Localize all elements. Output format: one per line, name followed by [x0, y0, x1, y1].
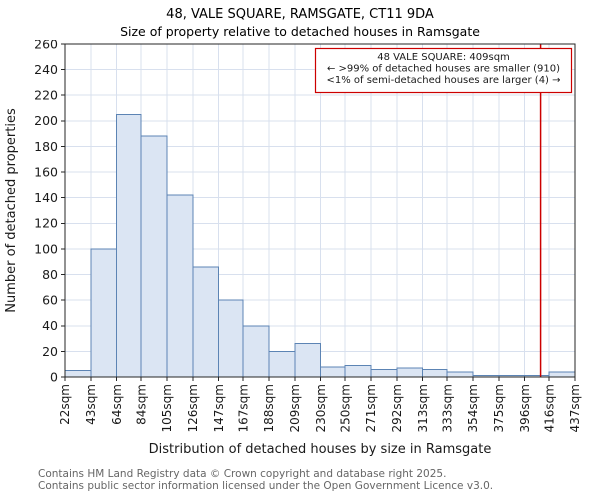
histogram-bar	[218, 299, 244, 378]
histogram-bar	[64, 370, 92, 378]
histogram-bar	[166, 194, 194, 378]
y-tick-label: 60	[42, 293, 58, 308]
histogram-bar	[370, 368, 398, 378]
y-tick-label: 260	[34, 40, 58, 51]
histogram-bar	[116, 113, 142, 378]
histogram-bar	[344, 364, 372, 378]
footer: Contains HM Land Registry data © Crown c…	[0, 468, 600, 492]
histogram-bar	[268, 350, 296, 378]
y-axis-label: Number of detached properties	[4, 108, 19, 313]
y-tick-label: 240	[34, 62, 58, 77]
x-tick-label: 292sqm	[390, 384, 404, 432]
y-tick-label: 180	[34, 139, 58, 154]
histogram-bar	[140, 135, 168, 378]
x-axis-label: Distribution of detached houses by size …	[149, 442, 492, 457]
y-tick-label: 120	[34, 216, 58, 231]
footer-attribution-line-1: Contains HM Land Registry data © Crown c…	[38, 468, 447, 480]
chart-subtitle: Size of property relative to detached ho…	[120, 24, 480, 39]
x-tick-label: 126sqm	[186, 384, 200, 432]
x-tick-label: 230sqm	[314, 384, 328, 432]
x-tick-label: 437sqm	[568, 384, 582, 432]
plot-border	[64, 43, 576, 378]
x-tick-label: 84sqm	[134, 384, 148, 425]
histogram-bar	[446, 371, 474, 378]
histogram-bar	[548, 371, 576, 378]
y-tick-label: 140	[34, 190, 58, 205]
histogram-bar	[192, 266, 220, 378]
x-tick-label: 313sqm	[416, 384, 430, 432]
y-tick-label: 160	[34, 164, 58, 179]
annotation-line-1: 48 VALE SQUARE: 409sqm	[377, 52, 510, 63]
x-tick-label: 188sqm	[262, 384, 276, 432]
histogram-bar	[90, 248, 118, 378]
footer-attribution-line-2: Contains public sector information licen…	[38, 480, 494, 492]
x-tick-label: 105sqm	[160, 384, 174, 432]
annotation-box	[314, 47, 573, 94]
x-tick-label: 167sqm	[236, 384, 250, 432]
x-tick-label: 396sqm	[518, 384, 532, 432]
y-tick-label: 0	[50, 369, 58, 384]
histogram-bar	[242, 325, 270, 378]
x-tick-label: 250sqm	[338, 384, 352, 432]
y-tick-label: 20	[42, 344, 58, 359]
annotation-line-3: <1% of semi-detached houses are larger (…	[326, 75, 560, 86]
histogram-chart: 48 VALE SQUARE: 409sqm← >99% of detached…	[4, 40, 582, 457]
x-tick-label: 271sqm	[364, 384, 378, 432]
x-tick-label: 22sqm	[58, 384, 72, 425]
histogram-bar	[294, 343, 322, 378]
x-tick-label: 416sqm	[542, 384, 556, 432]
y-tick-label: 80	[42, 267, 58, 282]
chart-title: 48, VALE SQUARE, RAMSGATE, CT11 9DA	[166, 7, 434, 22]
y-tick-label: 200	[34, 113, 58, 128]
y-tick-label: 100	[34, 241, 58, 256]
histogram-bar	[396, 367, 424, 378]
x-tick-label: 147sqm	[212, 384, 226, 432]
annotation-line-2: ← >99% of detached houses are smaller (9…	[327, 64, 560, 75]
y-tick-label: 220	[34, 88, 58, 103]
x-tick-label: 43sqm	[84, 384, 98, 425]
x-tick-label: 64sqm	[110, 384, 124, 425]
histogram-bar	[320, 366, 346, 378]
x-tick-label: 375sqm	[492, 384, 506, 432]
histogram-bar	[422, 368, 448, 378]
x-tick-label: 354sqm	[466, 384, 480, 432]
x-tick-label: 209sqm	[288, 384, 302, 432]
y-tick-label: 40	[42, 318, 58, 333]
x-tick-label: 333sqm	[440, 384, 454, 432]
